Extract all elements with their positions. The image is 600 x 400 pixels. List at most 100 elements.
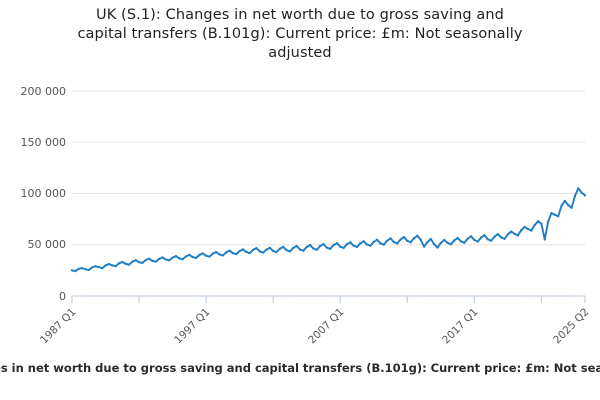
data-point (80, 266, 84, 270)
data-point (540, 222, 543, 225)
data-point (396, 242, 399, 245)
data-point (516, 234, 520, 237)
data-point (510, 230, 513, 233)
data-point (479, 236, 483, 239)
data-point (520, 229, 523, 232)
data-point (272, 249, 275, 253)
data-point (235, 253, 238, 256)
data-point (194, 256, 198, 260)
chart-title-line-1: UK (S.1): Changes in net worth due to gr… (96, 7, 504, 23)
y-axis-tick-label: 200 000 (20, 84, 67, 98)
data-point (238, 249, 241, 253)
data-point (530, 229, 533, 232)
data-point (386, 239, 389, 242)
data-point (77, 267, 80, 270)
data-point (563, 199, 567, 203)
data-point (104, 264, 107, 267)
x-axis-tick-label: 2017 Q1 (440, 306, 481, 347)
data-point (215, 250, 218, 254)
data-line (71, 187, 586, 273)
data-point (94, 265, 97, 268)
chart-title-line-3: adjusted (268, 45, 332, 61)
chart-title-line-2: capital transfers (B.101g): Current pric… (77, 26, 523, 42)
data-point (426, 240, 429, 244)
data-point (191, 255, 194, 259)
data-point (382, 243, 385, 246)
data-point (74, 269, 77, 273)
data-point (463, 241, 466, 244)
data-point (533, 223, 536, 227)
data-point (332, 244, 335, 247)
data-point (550, 212, 553, 215)
data-point (503, 237, 506, 240)
data-point (402, 235, 406, 239)
data-point (288, 250, 292, 253)
footer-bar: UK (S.1): Changes in net worth due to gr… (0, 356, 600, 400)
data-point (90, 266, 94, 269)
data-point (318, 244, 322, 248)
data-point (111, 264, 114, 267)
data-point (164, 258, 168, 261)
data-point (493, 235, 496, 238)
y-axis: 0 50 000 100 000 150 000 200 000 (0, 0, 67, 400)
data-point (137, 261, 141, 264)
data-point (476, 240, 479, 243)
data-point (315, 248, 318, 251)
data-point (560, 204, 563, 207)
data-point (536, 220, 540, 223)
data-point (355, 245, 359, 249)
data-point (436, 246, 439, 249)
data-point (101, 267, 104, 270)
data-point (419, 238, 422, 241)
data-point (298, 248, 302, 251)
data-point (181, 258, 184, 261)
data-point (141, 261, 144, 265)
data-point (496, 233, 499, 236)
data-point (469, 235, 473, 238)
data-point (302, 249, 305, 252)
data-point (375, 238, 379, 241)
data-point (292, 246, 295, 250)
data-point (70, 269, 74, 272)
data-point (87, 268, 90, 272)
data-point (241, 248, 245, 251)
data-point (97, 265, 100, 269)
data-point (486, 238, 489, 241)
data-point (208, 255, 211, 258)
x-axis-tick-label: 1997 Q1 (172, 306, 213, 347)
data-point (168, 259, 171, 262)
data-point (553, 213, 556, 216)
data-point (372, 240, 375, 244)
data-point (258, 250, 261, 253)
data-point (506, 233, 510, 236)
data-point (543, 238, 546, 241)
chart-title: UK (S.1): Changes in net worth due to gr… (30, 6, 570, 63)
data-point (466, 237, 469, 240)
data-point (305, 245, 308, 249)
data-point (577, 187, 580, 190)
data-point (308, 243, 312, 247)
data-point (161, 256, 164, 259)
data-point (218, 253, 221, 256)
data-point (285, 249, 288, 252)
data-point (178, 257, 181, 260)
y-axis-tick-label: 100 000 (20, 187, 67, 200)
y-axis-tick-label: 0 (59, 289, 66, 303)
data-point (580, 191, 583, 194)
data-point (443, 238, 446, 242)
data-point (570, 206, 573, 209)
data-point (221, 254, 225, 257)
data-point (392, 240, 396, 244)
data-point (225, 251, 228, 254)
data-point (399, 238, 402, 241)
data-point (523, 225, 526, 229)
data-point (526, 227, 530, 231)
data-point (282, 245, 285, 249)
data-point (84, 268, 87, 271)
data-point (171, 256, 174, 259)
data-point (439, 241, 442, 245)
data-point (432, 242, 436, 246)
data-point (513, 232, 516, 236)
